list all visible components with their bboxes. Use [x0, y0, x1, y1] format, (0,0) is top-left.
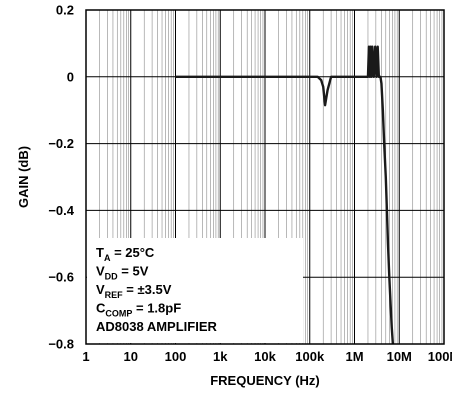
- condition-line: AD8038 AMPLIFIER: [96, 319, 217, 334]
- x-tick-label: 100k: [295, 349, 325, 364]
- conditions-background: [87, 238, 303, 343]
- x-tick-label: 10k: [254, 349, 276, 364]
- x-tick-labels: 1 10 100 1k 10k 100k 1M 10M 100M: [82, 349, 452, 364]
- series-layer: [175, 45, 395, 345]
- y-tick-label: 0.2: [56, 3, 74, 18]
- y-tick-label: −0.4: [48, 203, 74, 218]
- y-tick-label: 0: [67, 69, 74, 84]
- y-tick-label: −0.2: [48, 136, 74, 151]
- x-axis-title: FREQUENCY (Hz): [210, 373, 320, 388]
- condition-line: TA = 25°C: [96, 245, 155, 263]
- condition-line: VREF = ±3.5V: [96, 282, 172, 300]
- condition-line: VDD = 5V: [96, 264, 149, 282]
- x-tick-label: 1k: [213, 349, 228, 364]
- x-tick-label: 100: [165, 349, 187, 364]
- x-tick-label: 100M: [428, 349, 452, 364]
- condition-line: CCOMP = 1.8pF: [96, 301, 181, 319]
- gain-curve: [175, 45, 395, 345]
- y-tick-label: −0.8: [48, 337, 74, 352]
- x-tick-label: 10: [124, 349, 138, 364]
- y-tick-labels: 0.2 0 −0.2 −0.4 −0.6 −0.8: [48, 3, 74, 352]
- x-tick-label: 1M: [345, 349, 363, 364]
- x-tick-label: 10M: [387, 349, 412, 364]
- x-tick-label: 1: [82, 349, 89, 364]
- plot-frame: [85, 9, 445, 345]
- y-axis-title: GAIN (dB): [16, 146, 31, 208]
- y-tick-label: −0.6: [48, 270, 74, 285]
